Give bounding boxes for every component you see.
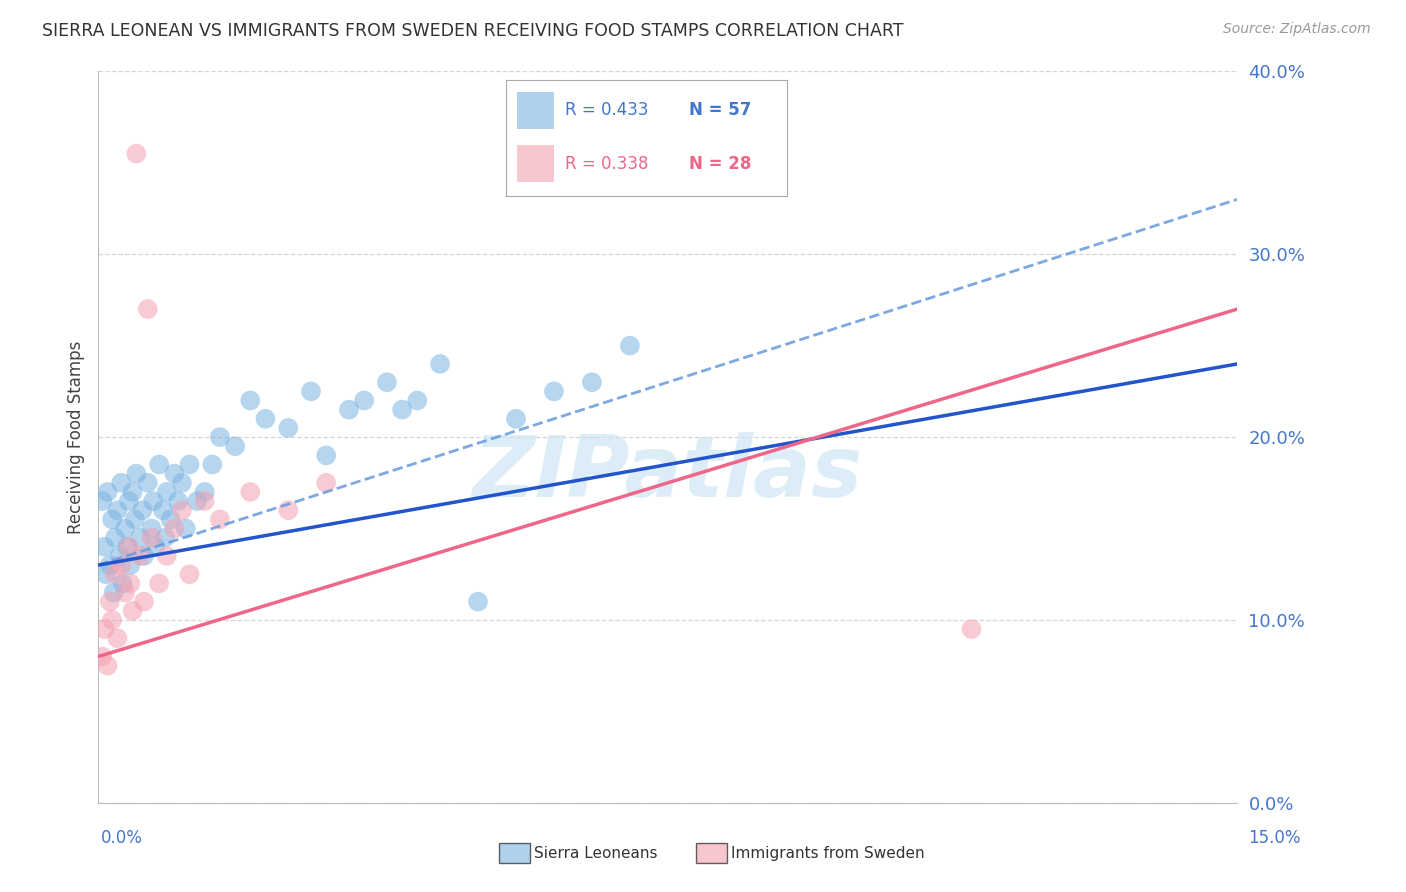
Point (111, 576, 134, 591)
Point (429, 357, 451, 371)
Point (118, 540, 141, 554)
Text: R = 0.338: R = 0.338 (565, 155, 648, 173)
Point (315, 475, 337, 490)
Point (129, 531, 152, 545)
Point (120, 576, 142, 591)
Text: Immigrants from Sweden: Immigrants from Sweden (731, 847, 925, 861)
Text: 15.0%: 15.0% (1249, 829, 1301, 847)
Point (96, 658, 118, 673)
Point (156, 549, 179, 563)
Point (131, 503, 153, 517)
Point (239, 485, 262, 500)
Point (155, 531, 177, 545)
Text: Sierra Leoneans: Sierra Leoneans (534, 847, 658, 861)
Point (114, 521, 136, 535)
Point (179, 458, 201, 472)
Point (208, 430, 231, 444)
Text: Source: ZipAtlas.com: Source: ZipAtlas.com (1223, 22, 1371, 37)
Point (505, 412, 527, 426)
Text: N = 57: N = 57 (689, 102, 751, 120)
Point (186, 494, 208, 508)
Point (120, 558, 142, 573)
Point (141, 521, 163, 535)
Point (619, 338, 641, 352)
Point (104, 567, 127, 582)
Point (96, 485, 118, 500)
Bar (517, 92, 554, 129)
Point (114, 585, 136, 599)
Point (98, 594, 121, 608)
Point (98, 558, 121, 573)
Point (170, 503, 193, 517)
Point (136, 475, 159, 490)
Point (299, 384, 322, 399)
Point (581, 375, 603, 389)
Point (159, 512, 181, 526)
Point (277, 503, 299, 517)
Point (108, 549, 131, 563)
Point (103, 585, 125, 599)
Point (101, 613, 124, 627)
Point (94, 567, 117, 582)
Y-axis label: Receiving Food Stamps: Receiving Food Stamps (66, 341, 84, 533)
Point (224, 439, 246, 453)
Point (201, 458, 224, 472)
Point (124, 512, 146, 526)
Point (145, 540, 167, 554)
Point (129, 549, 152, 563)
Point (91, 649, 114, 664)
Point (121, 604, 143, 618)
Point (277, 421, 299, 435)
Point (141, 531, 163, 545)
Point (467, 594, 489, 608)
Point (156, 485, 179, 500)
Point (132, 549, 155, 563)
Text: R = 0.433: R = 0.433 (565, 102, 648, 120)
Point (543, 384, 565, 399)
Point (93, 622, 115, 636)
Point (239, 393, 262, 408)
Point (174, 521, 197, 535)
Point (118, 494, 141, 508)
Point (101, 512, 124, 526)
Point (167, 494, 190, 508)
Point (960, 622, 983, 636)
Point (391, 402, 413, 417)
Point (142, 494, 165, 508)
Point (107, 632, 129, 646)
Point (91, 494, 114, 508)
Point (107, 503, 129, 517)
Point (148, 576, 170, 591)
Text: SIERRA LEONEAN VS IMMIGRANTS FROM SWEDEN RECEIVING FOOD STAMPS CORRELATION CHART: SIERRA LEONEAN VS IMMIGRANTS FROM SWEDEN… (42, 22, 904, 40)
Point (208, 512, 231, 526)
Point (110, 558, 132, 573)
Point (163, 521, 186, 535)
Point (337, 402, 360, 417)
Point (136, 301, 159, 317)
Point (148, 458, 170, 472)
Point (110, 475, 132, 490)
Point (125, 467, 148, 481)
Point (125, 146, 148, 161)
Point (315, 448, 337, 462)
Text: 0.0%: 0.0% (101, 829, 143, 847)
Point (117, 540, 139, 554)
Point (179, 567, 201, 582)
Point (93, 540, 115, 554)
Point (353, 393, 375, 408)
Point (254, 412, 277, 426)
Bar (517, 145, 554, 182)
Point (406, 393, 429, 408)
Point (152, 503, 174, 517)
Point (194, 485, 217, 500)
Point (194, 494, 217, 508)
Text: ZIPatlas: ZIPatlas (472, 432, 863, 516)
Point (163, 467, 186, 481)
Point (121, 485, 143, 500)
Point (104, 531, 127, 545)
Point (132, 594, 155, 608)
Point (375, 375, 398, 389)
Text: N = 28: N = 28 (689, 155, 751, 173)
Point (170, 475, 193, 490)
